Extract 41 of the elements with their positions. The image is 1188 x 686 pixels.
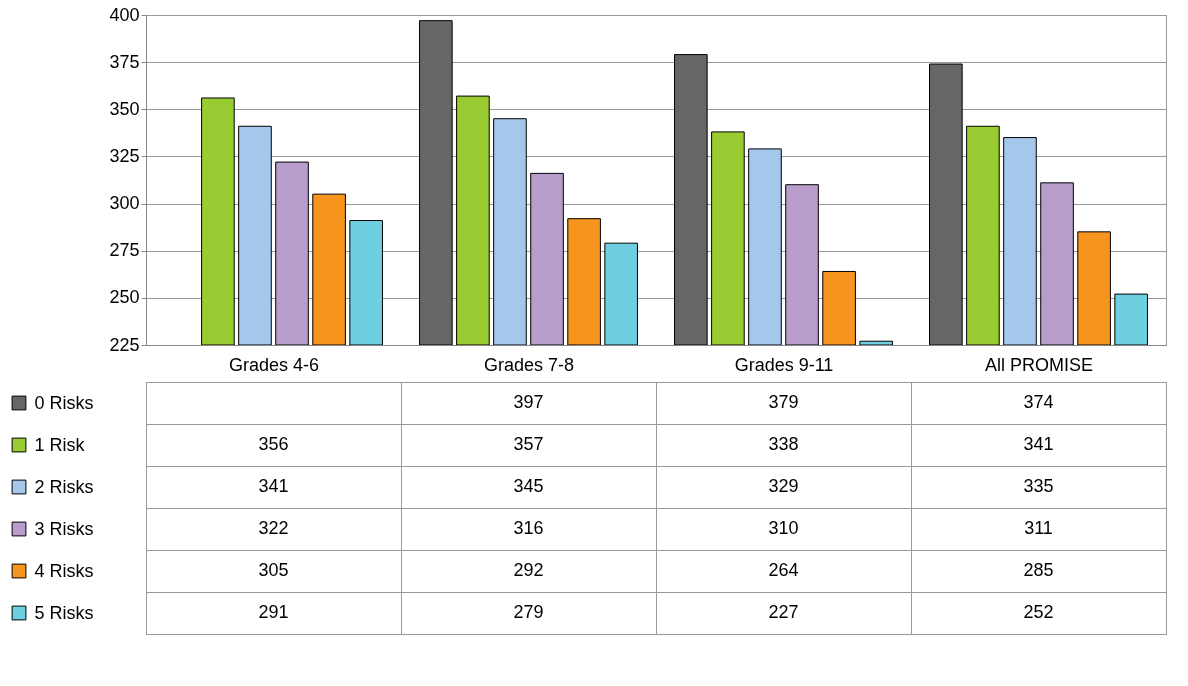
x-tick-label: Grades 4-6	[228, 354, 320, 375]
data-label: 374	[1023, 392, 1054, 412]
data-label: 379	[768, 392, 799, 412]
y-tick-label: 325	[109, 145, 140, 166]
data-label: 279	[513, 602, 544, 622]
legend-label: 4 Risks	[34, 560, 94, 581]
data-label: 397	[513, 392, 544, 412]
x-tick-label: All PROMISE	[984, 354, 1094, 375]
data-label: 264	[768, 560, 799, 580]
data-label: 316	[513, 518, 544, 538]
y-tick-label: 225	[109, 334, 140, 355]
legend-label: 5 Risks	[34, 602, 94, 623]
data-label: 335	[1023, 476, 1054, 496]
data-label: 329	[768, 476, 799, 496]
y-tick-label: 350	[109, 98, 140, 119]
x-tick-label: Grades 9-11	[734, 354, 834, 375]
legend-label: 3 Risks	[34, 518, 94, 539]
data-label: 322	[258, 518, 289, 538]
legend-label: 1 Risk	[34, 434, 86, 455]
y-tick-label: 400	[109, 4, 140, 25]
data-label: 305	[258, 560, 289, 580]
data-label: 310	[768, 518, 799, 538]
data-label: 311	[1024, 518, 1053, 538]
y-tick-label: 250	[109, 287, 140, 308]
legend-label: 2 Risks	[34, 476, 94, 497]
data-label: 356	[258, 434, 289, 454]
x-tick-label: Grades 7-8	[483, 354, 575, 375]
data-label: 357	[513, 434, 544, 454]
data-label: 285	[1023, 560, 1054, 580]
data-label: 252	[1023, 602, 1054, 622]
data-label: 338	[768, 434, 799, 454]
data-label: 341	[1023, 434, 1054, 454]
data-label: 291	[258, 602, 289, 622]
data-label: 227	[768, 602, 799, 622]
data-label: 292	[513, 560, 544, 580]
data-label: 345	[513, 476, 544, 496]
y-tick-label: 300	[109, 193, 140, 214]
y-tick-label: 275	[109, 240, 140, 261]
y-tick-label: 375	[109, 51, 140, 72]
legend-label: 0 Risks	[34, 392, 94, 413]
data-label: 341	[258, 476, 289, 496]
